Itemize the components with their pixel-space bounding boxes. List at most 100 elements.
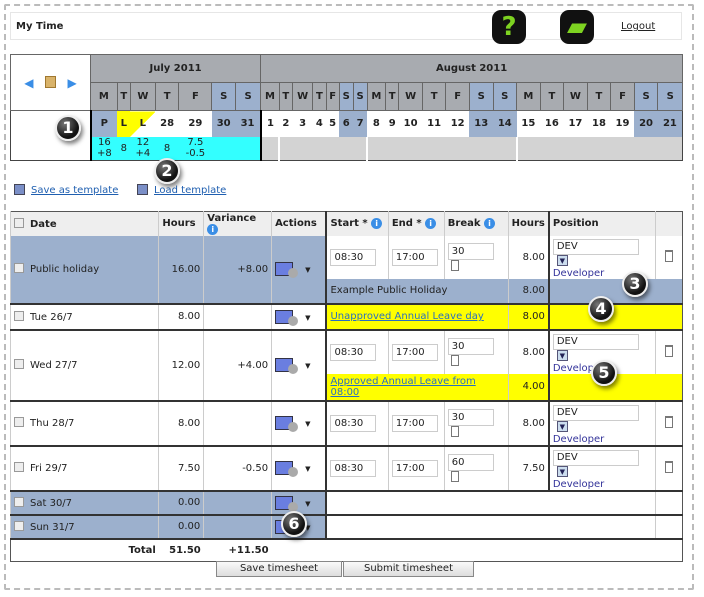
day-letter: W (291, 82, 314, 111)
calendar-day-august[interactable]: 7 (353, 110, 368, 137)
calendar-day-august[interactable]: 13 (469, 110, 493, 137)
calendar-gear-icon[interactable] (275, 416, 299, 432)
calendar-day-august[interactable]: 14 (493, 110, 517, 137)
delete-cell (655, 328, 683, 374)
calendar-day-august[interactable]: 2 (279, 110, 293, 137)
dropdown-caret-icon[interactable]: ▼ (305, 266, 311, 274)
break-input[interactable]: 60 (447, 454, 494, 471)
calendar-icon[interactable] (45, 75, 56, 88)
calendar-day-august[interactable]: 1 (260, 110, 280, 137)
dropdown-arrow-icon[interactable]: ▼ (556, 254, 568, 266)
calendar-day-august[interactable]: 19 (610, 110, 635, 137)
day-letter: T (385, 82, 400, 111)
trash-icon[interactable] (665, 249, 674, 262)
dropdown-caret-icon[interactable]: ▼ (305, 523, 311, 532)
calendar-day-august[interactable]: 6 (339, 110, 354, 137)
dropdown-caret-icon[interactable]: ▼ (305, 362, 311, 370)
trash-icon[interactable] (665, 415, 674, 428)
calendar-day-july[interactable]: L (117, 110, 131, 137)
note-icon[interactable] (450, 426, 459, 437)
end-time-input[interactable]: 17:00 (391, 459, 438, 477)
calendar-day-july[interactable]: 28 (155, 110, 179, 137)
prev-arrow-icon[interactable]: ◀ (24, 75, 34, 90)
start-time-input[interactable]: 08:30 (330, 343, 377, 361)
dropdown-caret-icon[interactable]: ▼ (305, 499, 311, 508)
day-hours: 16 (97, 137, 111, 149)
note-hours-cell: 4.00 (507, 373, 549, 401)
dropdown-caret-icon[interactable]: ▼ (305, 465, 311, 473)
select-all-checkbox[interactable] (14, 217, 24, 228)
calendar-day-august[interactable]: 12 (445, 110, 470, 137)
dropdown-arrow-icon[interactable]: ▼ (556, 465, 568, 477)
calendar-day-summary (634, 136, 658, 161)
save-timesheet-button[interactable]: Save timesheet (216, 561, 342, 577)
calendar-day-august[interactable]: 10 (398, 110, 423, 137)
info-icon[interactable]: i (371, 218, 383, 230)
position-select[interactable]: DEV (552, 404, 639, 421)
calendar-day-july[interactable]: L (130, 110, 156, 137)
position-select[interactable]: DEV (552, 449, 639, 466)
calendar-day-august[interactable]: 21 (657, 110, 683, 137)
break-input[interactable]: 30 (447, 338, 494, 355)
calendar-gear-icon[interactable] (275, 262, 299, 278)
calendar-day-august[interactable]: 3 (292, 110, 313, 137)
row-checkbox[interactable] (14, 417, 24, 427)
help-question-icon[interactable]: ? (492, 10, 526, 44)
save-as-template-link[interactable]: Save as template (14, 184, 118, 196)
position-select[interactable]: DEV (552, 238, 639, 255)
calendar-day-august[interactable]: 5 (326, 110, 340, 137)
row-checkbox[interactable] (14, 496, 24, 507)
calendar-day-august[interactable]: 18 (587, 110, 611, 137)
break-input[interactable]: 30 (447, 243, 494, 260)
dropdown-caret-icon[interactable]: ▼ (305, 313, 311, 322)
load-template-link[interactable]: Load template (137, 184, 226, 196)
note-icon[interactable] (450, 471, 459, 482)
calendar-day-july[interactable]: 30 (211, 110, 236, 137)
calendar-gear-icon[interactable] (275, 309, 299, 326)
row-checkbox[interactable] (14, 310, 24, 321)
dropdown-arrow-icon[interactable]: ▼ (556, 420, 568, 432)
position-select[interactable]: DEV (552, 333, 639, 350)
calendar-day-august[interactable]: 8 (367, 110, 386, 137)
row-checkbox[interactable] (14, 462, 24, 472)
dropdown-arrow-icon[interactable]: ▼ (556, 349, 568, 361)
logout-link[interactable]: Logout (621, 21, 656, 32)
calendar-day-july[interactable]: 31 (235, 110, 262, 137)
leave-link[interactable]: Unapproved Annual Leave day (330, 311, 484, 322)
calendar-day-august[interactable]: 16 (540, 110, 564, 137)
info-icon[interactable]: i (484, 218, 495, 230)
end-time-input[interactable]: 17:00 (391, 414, 438, 432)
start-time-input[interactable]: 08:30 (330, 248, 377, 266)
start-time-input[interactable]: 08:30 (330, 414, 377, 432)
printer-icon[interactable]: ▰ (560, 10, 594, 44)
end-time-input[interactable]: 17:00 (391, 343, 438, 361)
calendar-gear-icon[interactable] (275, 358, 299, 374)
leave-link[interactable]: Approved Annual Leave from 08:00 (330, 375, 476, 398)
note-icon[interactable] (450, 260, 459, 271)
calendar-day-august[interactable]: 9 (385, 110, 399, 137)
info-icon[interactable]: i (425, 218, 437, 230)
note-icon[interactable] (450, 355, 459, 366)
calendar-gear-icon[interactable] (275, 495, 299, 512)
trash-icon[interactable] (665, 460, 674, 473)
calendar-day-august[interactable]: 20 (634, 110, 658, 137)
calendar-day-july[interactable]: 29 (178, 110, 212, 137)
calendar-day-august[interactable]: 4 (312, 110, 327, 137)
info-icon[interactable]: i (207, 223, 219, 235)
calendar-day-august[interactable]: 11 (422, 110, 446, 137)
calendar-day-august[interactable]: 17 (563, 110, 588, 137)
dropdown-caret-icon[interactable]: ▼ (305, 420, 311, 428)
break-input[interactable]: 30 (447, 409, 494, 426)
submit-timesheet-button[interactable]: Submit timesheet (343, 561, 474, 577)
calendar-day-july[interactable]: P (90, 110, 118, 137)
row-checkbox[interactable] (14, 520, 24, 531)
note-text: Example Public Holiday (330, 285, 448, 296)
calendar-day-august[interactable]: 15 (516, 110, 541, 137)
row-checkbox[interactable] (14, 359, 24, 369)
end-time-input[interactable]: 17:00 (391, 248, 438, 266)
row-checkbox[interactable] (14, 263, 24, 273)
trash-icon[interactable] (665, 344, 674, 357)
start-time-input[interactable]: 08:30 (330, 459, 377, 477)
calendar-gear-icon[interactable] (275, 461, 299, 477)
next-arrow-icon[interactable]: ▶ (67, 75, 77, 90)
